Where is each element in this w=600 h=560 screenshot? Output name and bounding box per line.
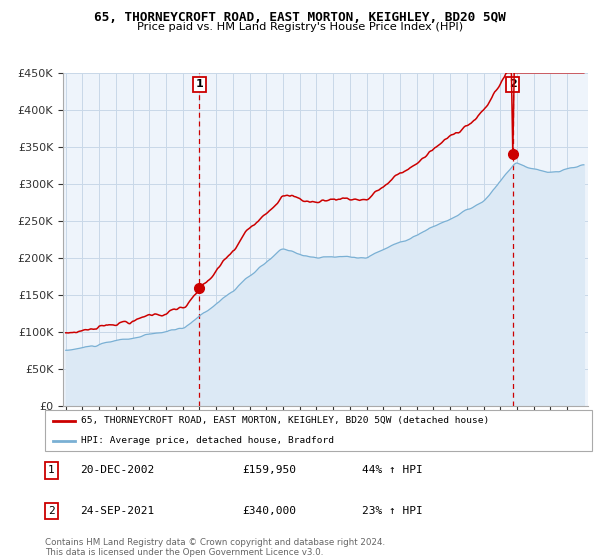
Text: 44% ↑ HPI: 44% ↑ HPI <box>362 465 423 475</box>
Text: 2: 2 <box>509 80 517 90</box>
Text: 23% ↑ HPI: 23% ↑ HPI <box>362 506 423 516</box>
Text: £159,950: £159,950 <box>242 465 296 475</box>
Text: £340,000: £340,000 <box>242 506 296 516</box>
FancyBboxPatch shape <box>45 410 592 451</box>
Text: 20-DEC-2002: 20-DEC-2002 <box>80 465 155 475</box>
Text: 65, THORNEYCROFT ROAD, EAST MORTON, KEIGHLEY, BD20 5QW (detached house): 65, THORNEYCROFT ROAD, EAST MORTON, KEIG… <box>80 416 489 425</box>
Text: Contains HM Land Registry data © Crown copyright and database right 2024.
This d: Contains HM Land Registry data © Crown c… <box>45 538 385 557</box>
Text: 65, THORNEYCROFT ROAD, EAST MORTON, KEIGHLEY, BD20 5QW: 65, THORNEYCROFT ROAD, EAST MORTON, KEIG… <box>94 11 506 24</box>
Text: 24-SEP-2021: 24-SEP-2021 <box>80 506 155 516</box>
Text: HPI: Average price, detached house, Bradford: HPI: Average price, detached house, Brad… <box>80 436 334 445</box>
Text: 1: 1 <box>196 80 203 90</box>
Text: 1: 1 <box>48 465 55 475</box>
Text: 2: 2 <box>48 506 55 516</box>
Text: Price paid vs. HM Land Registry's House Price Index (HPI): Price paid vs. HM Land Registry's House … <box>137 22 463 32</box>
